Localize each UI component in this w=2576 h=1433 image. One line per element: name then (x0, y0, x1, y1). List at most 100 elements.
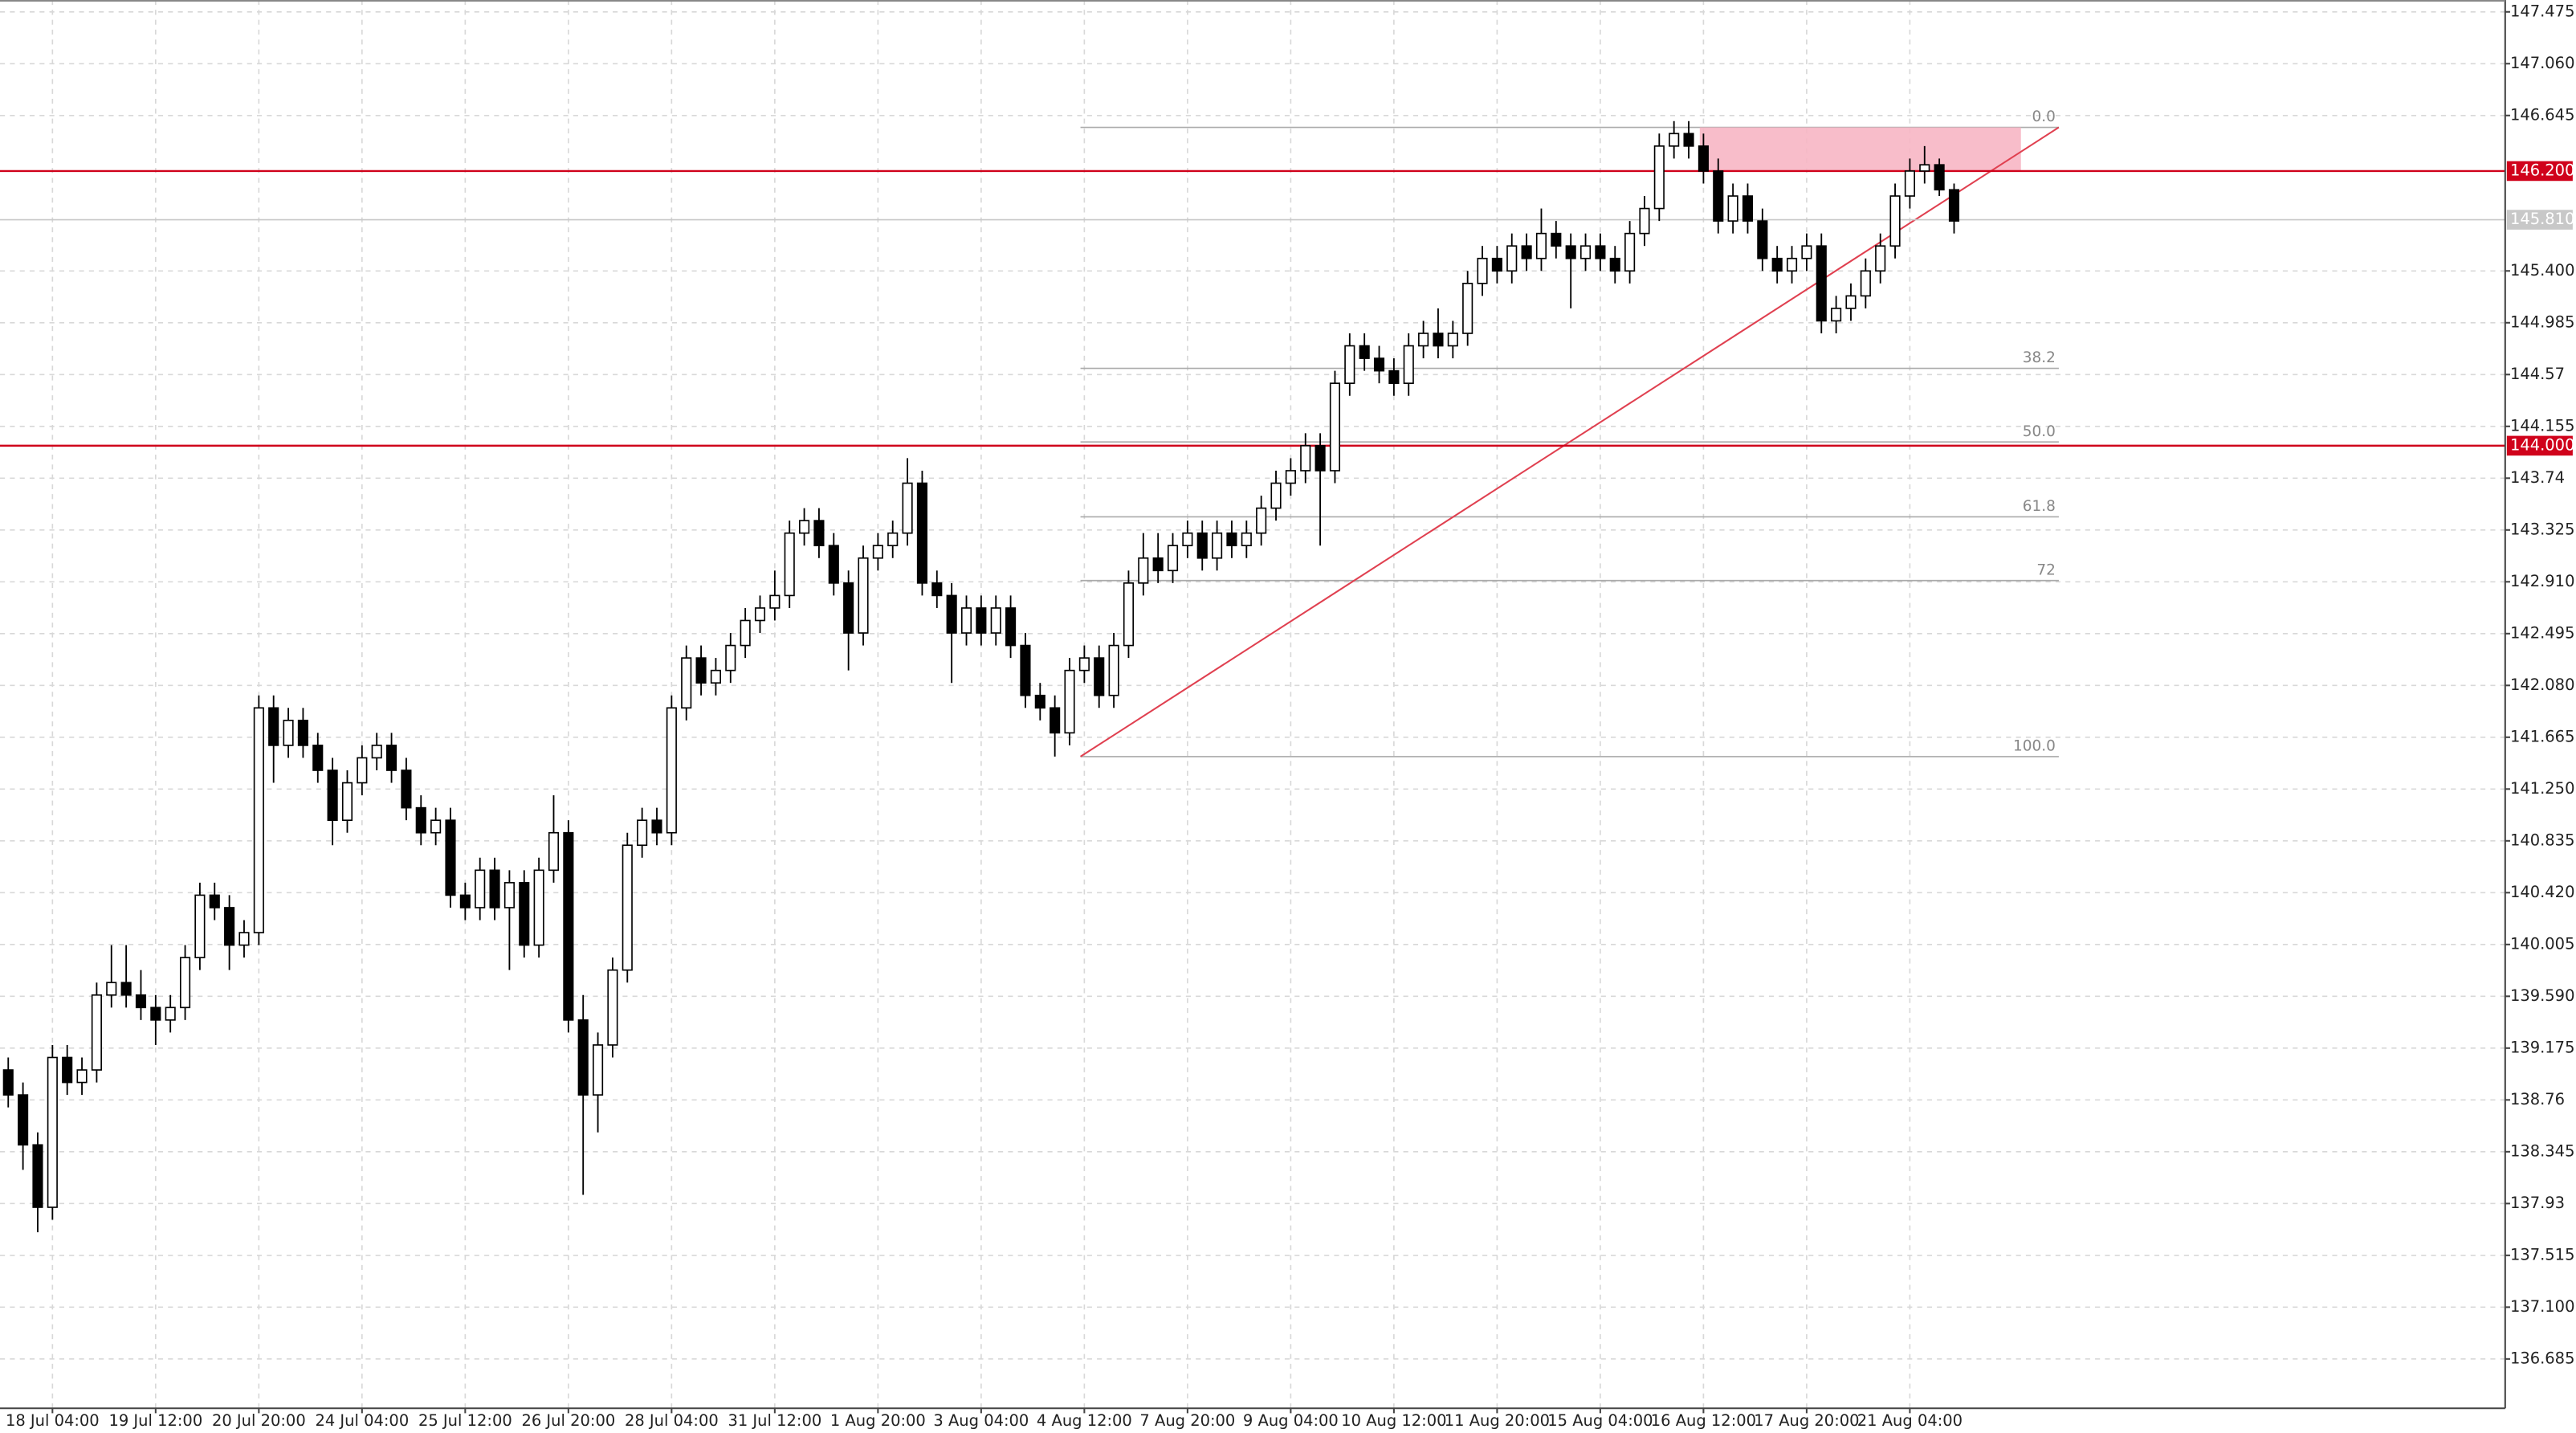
candle-body (106, 982, 117, 996)
candle-body (1595, 245, 1606, 259)
candle-body (1108, 644, 1119, 696)
candle-body (872, 545, 883, 559)
candle-body (1683, 133, 1694, 147)
candle-body (1359, 345, 1370, 359)
candle-body (1948, 189, 1960, 222)
candle-body (283, 720, 294, 746)
candle-body (563, 831, 574, 1021)
x-tick-label: 10 Aug 12:00 (1341, 1411, 1446, 1430)
candle-body (784, 532, 795, 597)
candle-body (430, 819, 442, 834)
candle-body (1241, 532, 1252, 547)
candle-body (607, 969, 618, 1046)
candle-body (1535, 232, 1547, 259)
candle-body (1020, 644, 1031, 696)
candle-body (976, 607, 987, 634)
candle-body (1034, 694, 1045, 709)
candle-body (475, 869, 486, 908)
candle-body (622, 844, 633, 971)
candle-body (637, 819, 648, 847)
y-tick-label: 141.250 (2510, 779, 2575, 798)
candle-body (1875, 245, 1886, 272)
candle-body (1801, 245, 1812, 259)
candle-body (1757, 220, 1768, 259)
candle-body (415, 806, 426, 834)
y-tick-label: 145.400 (2510, 261, 2575, 280)
candle-body (1904, 170, 1915, 197)
x-tick-label: 28 Jul 04:00 (625, 1411, 719, 1430)
grid (0, 0, 2510, 1414)
candle-body (357, 757, 368, 784)
fib-label: 50.0 (2023, 423, 2056, 440)
candle-body (533, 869, 544, 946)
candle-body (1094, 657, 1105, 696)
candle-body (1477, 257, 1488, 284)
candle-body (1713, 170, 1724, 222)
candle-body (1565, 245, 1576, 259)
candle-body (1609, 257, 1620, 272)
candle-body (224, 907, 235, 946)
y-tick-label: 139.590 (2510, 986, 2575, 1005)
candle-body (445, 819, 456, 896)
zone (1699, 127, 2021, 171)
candle-body (2, 1069, 14, 1096)
candle-body (165, 1006, 176, 1021)
candle-body (1270, 482, 1282, 509)
y-tick-label: 138.345 (2510, 1141, 2575, 1160)
candle-body (1845, 295, 1857, 309)
candle-body (1727, 195, 1738, 222)
candle-body (1196, 532, 1208, 559)
y-tick-label: 144.57 (2510, 365, 2565, 383)
x-tick-label: 31 Jul 12:00 (728, 1411, 821, 1430)
x-tick-label: 4 Aug 12:00 (1037, 1411, 1132, 1430)
y-tick-label: 144.155 (2510, 416, 2575, 435)
candle-body (651, 819, 662, 834)
candle-body (385, 745, 397, 771)
candle-body (916, 482, 928, 584)
candle-body (1064, 669, 1075, 734)
candle-body (1889, 195, 1901, 247)
labels: 147.475 147.060 146.645 145.400 144.985 144.5… (6, 2, 2575, 1430)
candle-body (1285, 470, 1296, 484)
candle-body (1078, 657, 1090, 672)
y-tick-label: 140.420 (2510, 883, 2575, 901)
y-tick-label: 147.475 (2510, 2, 2575, 20)
candle-body (1669, 133, 1680, 147)
candle-body (725, 644, 736, 672)
candle-body (931, 582, 943, 597)
candle-body (1639, 207, 1650, 235)
candle-body (179, 957, 191, 1009)
candle-body (1551, 232, 1562, 247)
y-tick-label: 136.685 (2510, 1349, 2575, 1367)
candle-body (960, 607, 972, 634)
candle-body (990, 607, 1001, 634)
candle-body (769, 594, 781, 609)
candle-body (1624, 232, 1636, 272)
price-tag (2506, 210, 2573, 230)
x-tick-label: 7 Aug 20:00 (1139, 1411, 1235, 1430)
y-tick-label: 137.100 (2510, 1297, 2575, 1316)
y-tick-label: 141.665 (2510, 727, 2575, 745)
x-tick-label: 3 Aug 04:00 (933, 1411, 1029, 1430)
x-tick-label: 18 Jul 04:00 (6, 1411, 100, 1430)
candle-body (1860, 270, 1871, 297)
candle-body (1816, 245, 1827, 322)
candle-body (1919, 164, 1930, 172)
y-tick-label: 140.005 (2510, 934, 2575, 953)
candle-body (843, 582, 854, 634)
candle-body (1344, 345, 1355, 384)
candle-body (1388, 369, 1400, 384)
candle-body (341, 782, 353, 821)
candle-body (1152, 557, 1164, 572)
candle-body (1491, 257, 1502, 272)
x-tick-label: 16 Aug 12:00 (1651, 1411, 1756, 1430)
x-tick-label: 24 Jul 04:00 (315, 1411, 409, 1430)
level-tag (2506, 161, 2573, 182)
candle-body (695, 657, 707, 684)
x-tick-label: 25 Jul 12:00 (418, 1411, 512, 1430)
candle-body (828, 545, 839, 584)
candle-body (1653, 145, 1665, 210)
candle-body (1447, 333, 1458, 347)
